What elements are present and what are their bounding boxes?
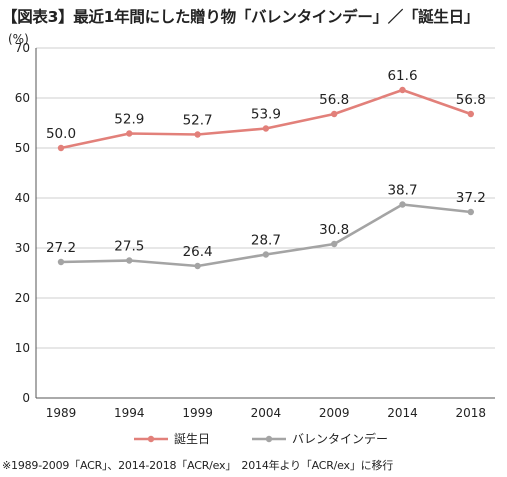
series-valentine: 27.2 27.5 26.4 28.7 30.8 38.7 37.2 — [46, 183, 486, 270]
data-label: 56.8 — [319, 92, 349, 108]
footnote: ※1989-2009「ACR」、2014-2018「ACR/ex」 2014年よ… — [2, 459, 394, 472]
y-tick-label: 10 — [15, 341, 30, 355]
data-label: 30.8 — [319, 222, 349, 238]
chart-title: 【図表3】最近1年間にした贈り物「バレンタインデー」／「誕生日」 — [2, 8, 479, 26]
x-tick-label: 2009 — [319, 406, 350, 420]
data-point — [467, 208, 474, 216]
data-label: 27.2 — [46, 240, 76, 256]
data-point — [262, 125, 270, 132]
x-tick-labels: 1989 1994 1999 2004 2009 2014 2018 — [46, 406, 486, 420]
legend-item-valentine: バレンタインデー — [252, 431, 388, 446]
data-label: 53.9 — [251, 107, 281, 123]
y-tick-label: 40 — [15, 191, 30, 205]
legend-item-birthday: 誕生日 — [134, 432, 210, 446]
data-point — [126, 257, 133, 264]
data-point — [467, 110, 474, 118]
data-point — [57, 144, 65, 152]
data-point — [399, 201, 406, 208]
legend-swatch-marker — [147, 435, 155, 443]
y-tick-label: 70 — [15, 41, 30, 55]
data-label: 37.2 — [456, 190, 486, 206]
data-label: 28.7 — [251, 233, 281, 249]
series-birthday: 50.0 52.9 52.7 53.9 56.8 61.6 56.8 — [46, 68, 486, 152]
legend: 誕生日 バレンタインデー — [134, 431, 388, 446]
data-label: 52.9 — [114, 112, 144, 128]
x-tick-label: 2004 — [251, 406, 282, 420]
data-label: 61.6 — [387, 68, 417, 84]
legend-label: 誕生日 — [174, 432, 210, 446]
x-tick-label: 1989 — [46, 406, 77, 420]
y-tick-labels: 0 10 20 30 40 50 60 70 — [15, 41, 30, 405]
data-point — [331, 240, 338, 248]
data-label: 27.5 — [114, 239, 144, 255]
data-point — [262, 251, 270, 258]
x-tick-label: 2018 — [456, 406, 487, 420]
data-point — [399, 86, 406, 94]
data-point — [194, 131, 201, 138]
data-point — [331, 110, 338, 118]
y-tick-label: 50 — [15, 141, 30, 155]
legend-swatch-marker — [265, 435, 273, 443]
y-tick-label: 30 — [15, 241, 30, 255]
data-point — [57, 258, 65, 266]
series-group: 50.0 52.9 52.7 53.9 56.8 61.6 56.8 27.2 27.5 26.4… — [46, 68, 486, 270]
data-label: 38.7 — [387, 183, 417, 199]
line-chart: 0 10 20 30 40 50 60 70 1989 1994 1999 2004 2009 2014… — [8, 32, 495, 446]
x-tick-label: 1999 — [182, 406, 213, 420]
legend-label: バレンタインデー — [292, 431, 388, 446]
data-label: 26.4 — [183, 244, 213, 260]
x-tick-label: 2014 — [387, 406, 418, 420]
y-tick-label: 60 — [15, 91, 30, 105]
y-tick-label: 0 — [22, 391, 30, 405]
data-label: 56.8 — [456, 92, 486, 108]
y-axis-unit-label: (%) — [8, 32, 29, 46]
data-point — [194, 262, 201, 270]
x-tick-label: 1994 — [114, 406, 145, 420]
data-point — [126, 130, 133, 137]
gridlines — [35, 47, 495, 399]
y-tick-label: 20 — [15, 291, 30, 305]
data-label: 52.7 — [183, 113, 213, 129]
data-label: 50.0 — [46, 126, 76, 142]
